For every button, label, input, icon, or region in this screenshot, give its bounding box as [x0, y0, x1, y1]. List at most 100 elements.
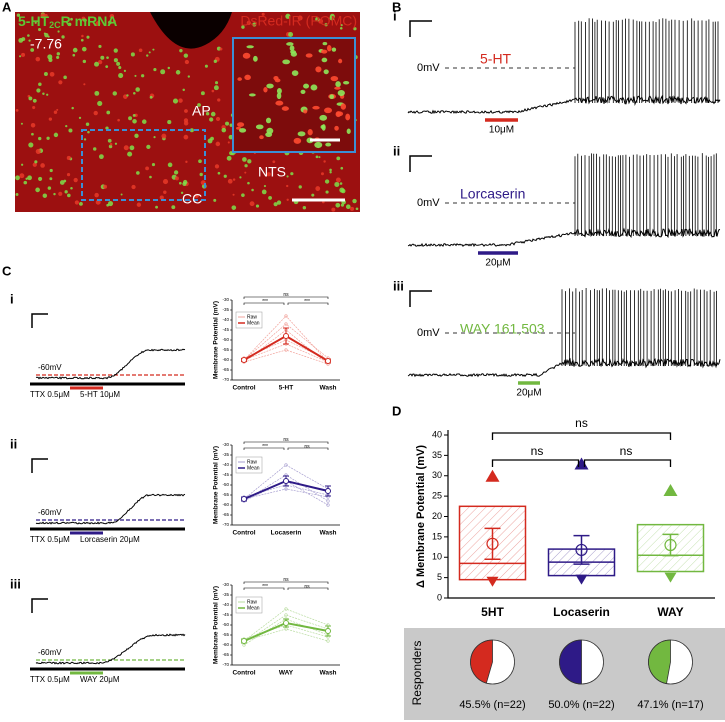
- cell: [30, 123, 36, 128]
- cell: [56, 108, 59, 111]
- cell: [133, 91, 136, 95]
- cell: [323, 160, 326, 163]
- cell: [331, 207, 336, 212]
- cell: [107, 200, 114, 207]
- cell: [200, 91, 205, 96]
- label: ***: [262, 584, 268, 590]
- label: ***: [262, 444, 268, 450]
- trace: [407, 227, 721, 248]
- cell: [322, 41, 328, 46]
- cell: [263, 184, 267, 188]
- cell: [68, 128, 73, 133]
- cell: [215, 116, 221, 122]
- cell: [67, 22, 72, 27]
- label: B: [392, 0, 401, 14]
- cell: [160, 69, 166, 75]
- label: -55: [222, 347, 229, 352]
- label: D: [392, 403, 401, 418]
- label: Raw: [247, 459, 257, 465]
- cell: [38, 176, 43, 181]
- trace: [35, 493, 186, 525]
- cell: [239, 128, 247, 133]
- cell: [36, 88, 41, 93]
- cell: [286, 198, 289, 201]
- label: TTX 0.5μM: [30, 535, 70, 544]
- label: Control: [232, 670, 255, 677]
- label: 0mV: [417, 62, 440, 74]
- cell: [207, 138, 213, 144]
- label: -60: [222, 502, 229, 507]
- cell: [43, 72, 48, 76]
- cell: [106, 110, 111, 115]
- cell: [47, 186, 52, 190]
- cell: [34, 21, 37, 24]
- cell: [337, 90, 345, 97]
- mean-point: [241, 638, 247, 644]
- cell: [80, 38, 84, 42]
- cell: [179, 48, 183, 53]
- label: 25: [432, 491, 442, 501]
- max-marker: [574, 457, 589, 470]
- cell: [27, 34, 30, 37]
- cell: [151, 163, 156, 167]
- cell: [298, 185, 302, 189]
- cell: [318, 156, 321, 159]
- cell: [334, 181, 340, 188]
- cell: [330, 75, 339, 82]
- label: -45: [222, 612, 229, 617]
- cell: [314, 141, 323, 149]
- cell: [213, 59, 217, 63]
- cell: [56, 55, 60, 60]
- label: Wash: [319, 670, 336, 677]
- cell: [334, 125, 339, 131]
- pie-slice: [648, 639, 671, 685]
- cell: [237, 77, 242, 81]
- cell: [105, 126, 109, 130]
- cell: [297, 131, 306, 137]
- cell: [167, 120, 172, 125]
- cell: [315, 186, 321, 191]
- spikes: [574, 153, 717, 236]
- cell: [130, 52, 135, 57]
- cell: [285, 13, 291, 19]
- cell: [247, 159, 252, 164]
- cell: [263, 87, 268, 93]
- label: Lorcaserin 20μM: [80, 535, 140, 544]
- cell: [87, 130, 90, 134]
- cell: [282, 59, 291, 65]
- cell: [38, 136, 42, 141]
- cell: [134, 133, 139, 138]
- label: CC: [182, 191, 202, 207]
- cell: [352, 198, 357, 204]
- cell: [185, 160, 188, 163]
- label: -70: [222, 377, 229, 382]
- cell: [338, 58, 343, 64]
- cell: [16, 13, 21, 17]
- cell: [335, 81, 341, 88]
- cell: [226, 155, 232, 161]
- raw-point: [284, 613, 288, 617]
- mean: [486, 537, 499, 550]
- cell: [312, 105, 320, 110]
- cell: [21, 52, 26, 57]
- label: ns: [620, 444, 633, 458]
- cell: [94, 90, 100, 96]
- legend-box: [235, 311, 263, 329]
- label: -55: [222, 492, 229, 497]
- cell: [105, 65, 109, 69]
- cell: [136, 171, 140, 175]
- raw-line: [243, 488, 329, 500]
- cell: [320, 172, 324, 176]
- cell: [146, 144, 151, 150]
- y-axis-label: Membrane Potential (mV): [213, 586, 220, 664]
- cell: [31, 132, 34, 136]
- label: 0mV: [417, 197, 440, 209]
- cell: [15, 175, 20, 181]
- cell: [95, 199, 101, 205]
- cell: [116, 61, 121, 66]
- label: 5HT: [481, 605, 504, 619]
- cell: [81, 46, 87, 52]
- cell: [73, 177, 78, 183]
- cell: [49, 177, 53, 181]
- cell: [184, 109, 188, 113]
